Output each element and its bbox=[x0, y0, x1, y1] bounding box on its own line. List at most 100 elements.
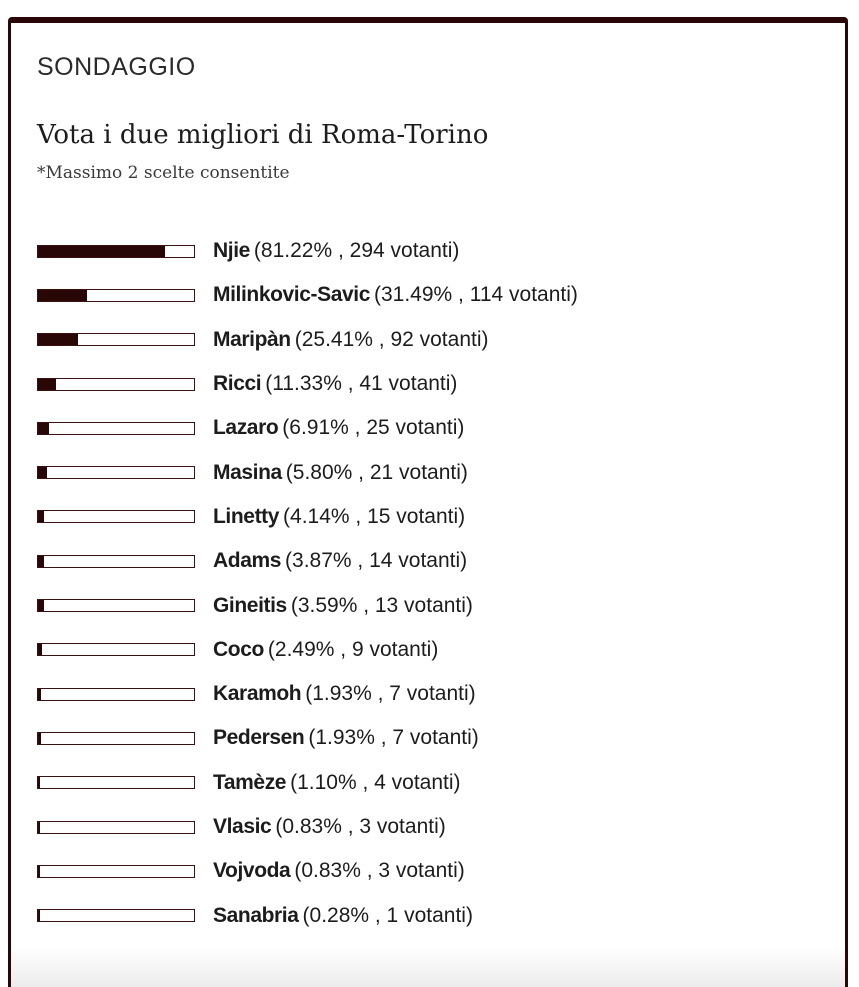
candidate-stats: (31.49% , 114 votanti) bbox=[374, 283, 578, 307]
result-bar bbox=[37, 731, 195, 745]
result-text: Milinkovic-Savic (31.49% , 114 votanti) bbox=[213, 283, 578, 307]
candidate-stats: (2.49% , 9 votanti) bbox=[267, 637, 439, 661]
result-bar-fill bbox=[38, 600, 44, 612]
poll-result-row: Sanabria (0.28% , 1 votanti) bbox=[37, 893, 837, 937]
poll-label: SONDAGGIO bbox=[37, 53, 196, 81]
result-text: Njie (81.22% , 294 votanti) bbox=[213, 239, 459, 263]
poll-card: SONDAGGIO Vota i due migliori di Roma-To… bbox=[8, 17, 848, 987]
result-text: Masina (5.80% , 21 votanti) bbox=[213, 461, 468, 485]
candidate-name: Gineitis bbox=[213, 593, 287, 617]
candidate-name: Masina bbox=[213, 460, 282, 484]
candidate-stats: (3.87% , 14 votanti) bbox=[285, 549, 468, 573]
candidate-name: Lazaro bbox=[213, 416, 279, 440]
candidate-name: Ricci bbox=[213, 372, 262, 396]
poll-result-row: Adams (3.87% , 14 votanti) bbox=[37, 539, 837, 583]
result-bar bbox=[37, 687, 195, 701]
result-text: Pedersen (1.93% , 7 votanti) bbox=[213, 726, 479, 750]
result-bar-fill bbox=[38, 732, 41, 744]
result-bar bbox=[37, 599, 195, 613]
result-text: Sanabria (0.28% , 1 votanti) bbox=[213, 904, 473, 928]
result-text: Maripàn (25.41% , 92 votanti) bbox=[213, 328, 489, 352]
poll-results-list: Njie (81.22% , 294 votanti) Milinkovic-Sav… bbox=[37, 229, 837, 938]
candidate-name: Tamèze bbox=[213, 770, 287, 794]
result-bar-fill bbox=[38, 555, 45, 567]
result-bar bbox=[37, 244, 195, 258]
poll-result-row: Coco (2.49% , 9 votanti) bbox=[37, 628, 837, 672]
result-bar-fill bbox=[38, 511, 45, 523]
result-bar bbox=[37, 776, 195, 790]
candidate-stats: (3.59% , 13 votanti) bbox=[290, 593, 473, 617]
poll-result-row: Milinkovic-Savic (31.49% , 114 votanti) bbox=[37, 273, 837, 317]
candidate-name: Adams bbox=[213, 549, 282, 573]
candidate-name: Vlasic bbox=[213, 815, 272, 838]
result-bar bbox=[37, 377, 195, 391]
candidate-stats: (6.91% , 25 votanti) bbox=[282, 416, 465, 440]
result-bar-fill bbox=[38, 910, 40, 922]
result-bar-fill bbox=[38, 821, 40, 833]
candidate-stats: (1.93% , 7 votanti) bbox=[305, 682, 476, 706]
candidate-name: Vojvoda bbox=[213, 859, 291, 883]
result-bar bbox=[37, 466, 195, 480]
result-text: Karamoh (1.93% , 7 votanti) bbox=[213, 682, 476, 706]
result-bar-fill bbox=[38, 688, 41, 700]
candidate-stats: (1.10% , 4 votanti) bbox=[290, 770, 461, 794]
poll-note: *Massimo 2 scelte consentite bbox=[37, 163, 290, 183]
candidate-stats: (5.80% , 21 votanti) bbox=[285, 460, 468, 484]
poll-result-row: Karamoh (1.93% , 7 votanti) bbox=[37, 672, 837, 716]
candidate-name: Sanabria bbox=[213, 903, 299, 927]
poll-result-row: Vojvoda (0.83% , 3 votanti) bbox=[37, 849, 837, 893]
result-text: Adams (3.87% , 14 votanti) bbox=[213, 549, 467, 573]
result-bar bbox=[37, 864, 195, 878]
poll-result-row: Ricci (11.33% , 41 votanti) bbox=[37, 362, 837, 406]
poll-result-row: Njie (81.22% , 294 votanti) bbox=[37, 229, 837, 273]
result-bar-fill bbox=[38, 245, 165, 257]
result-text: Tamèze (1.10% , 4 votanti) bbox=[213, 771, 461, 795]
result-bar-fill bbox=[38, 865, 40, 877]
result-bar bbox=[37, 820, 195, 834]
candidate-name: Milinkovic-Savic bbox=[213, 283, 370, 307]
result-bar bbox=[37, 333, 195, 347]
poll-result-row: Lazaro (6.91% , 25 votanti) bbox=[37, 406, 837, 450]
candidate-name: Maripàn bbox=[213, 327, 291, 351]
poll-result-row: Pedersen (1.93% , 7 votanti) bbox=[37, 716, 837, 760]
result-bar-fill bbox=[38, 467, 48, 479]
result-text: Vojvoda (0.83% , 3 votanti) bbox=[213, 859, 465, 883]
result-bar-fill bbox=[38, 334, 78, 346]
poll-result-row: Vlasic (0.83% , 3 votanti) bbox=[37, 805, 837, 849]
candidate-name: Karamoh bbox=[213, 682, 302, 706]
candidate-stats: (0.83% , 3 votanti) bbox=[275, 815, 446, 838]
candidate-stats: (4.14% , 15 votanti) bbox=[283, 504, 466, 528]
result-text: Linetty (4.14% , 15 votanti) bbox=[213, 505, 465, 529]
candidate-name: Linetty bbox=[213, 504, 280, 528]
result-bar-fill bbox=[38, 644, 42, 656]
result-bar bbox=[37, 554, 195, 568]
result-text: Lazaro (6.91% , 25 votanti) bbox=[213, 416, 464, 440]
candidate-stats: (81.22% , 294 votanti) bbox=[253, 239, 460, 263]
candidate-name: Pedersen bbox=[213, 726, 305, 750]
result-bar-fill bbox=[38, 422, 49, 434]
result-bar bbox=[37, 909, 195, 923]
candidate-stats: (11.33% , 41 votanti) bbox=[265, 372, 458, 396]
poll-result-row: Maripàn (25.41% , 92 votanti) bbox=[37, 318, 837, 362]
candidate-name: Coco bbox=[213, 637, 264, 661]
poll-result-row: Gineitis (3.59% , 13 votanti) bbox=[37, 583, 837, 627]
candidate-stats: (25.41% , 92 votanti) bbox=[294, 327, 489, 351]
candidate-name: Njie bbox=[213, 239, 250, 263]
result-bar-fill bbox=[38, 777, 40, 789]
result-text: Gineitis (3.59% , 13 votanti) bbox=[213, 594, 473, 618]
result-text: Vlasic (0.83% , 3 votanti) bbox=[213, 815, 446, 839]
result-bar bbox=[37, 288, 195, 302]
poll-title: Vota i due migliori di Roma-Torino bbox=[37, 120, 489, 150]
poll-result-row: Tamèze (1.10% , 4 votanti) bbox=[37, 761, 837, 805]
result-text: Ricci (11.33% , 41 votanti) bbox=[213, 372, 457, 396]
candidate-stats: (1.93% , 7 votanti) bbox=[308, 726, 479, 750]
poll-result-row: Linetty (4.14% , 15 votanti) bbox=[37, 495, 837, 539]
candidate-stats: (0.28% , 1 votanti) bbox=[302, 903, 473, 927]
result-bar bbox=[37, 421, 195, 435]
poll-result-row: Masina (5.80% , 21 votanti) bbox=[37, 450, 837, 494]
candidate-stats: (0.83% , 3 votanti) bbox=[294, 859, 465, 883]
result-bar-fill bbox=[38, 378, 56, 390]
result-bar-fill bbox=[38, 289, 88, 301]
result-bar bbox=[37, 510, 195, 524]
result-text: Coco (2.49% , 9 votanti) bbox=[213, 638, 438, 662]
